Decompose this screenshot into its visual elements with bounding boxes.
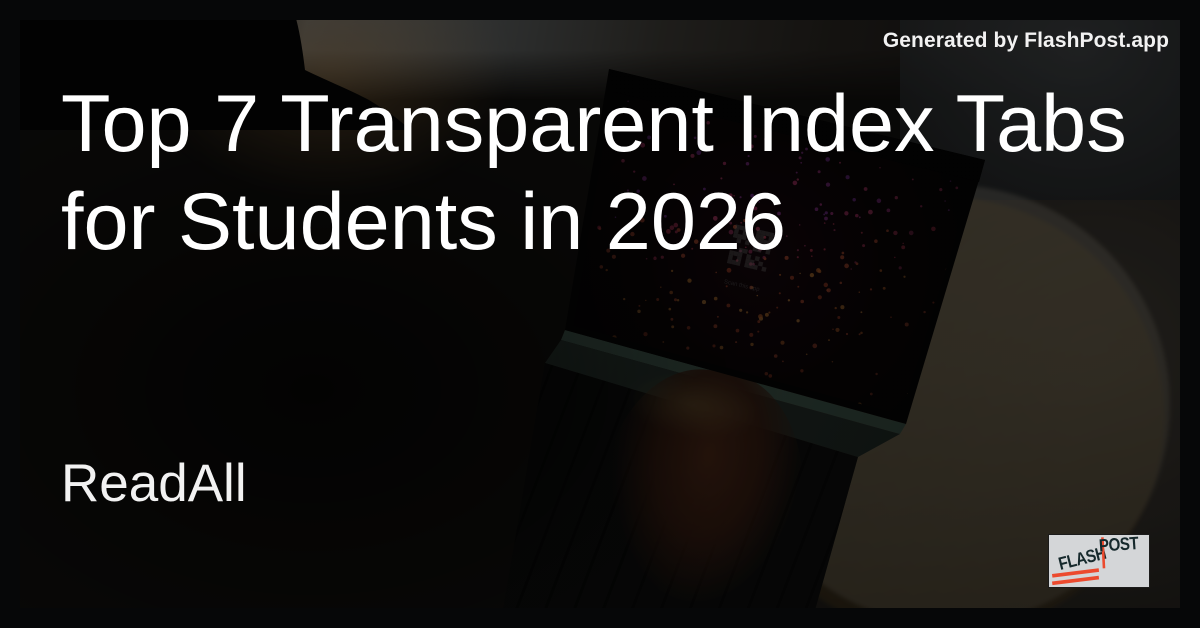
svg-text:POST: POST <box>1098 535 1139 556</box>
